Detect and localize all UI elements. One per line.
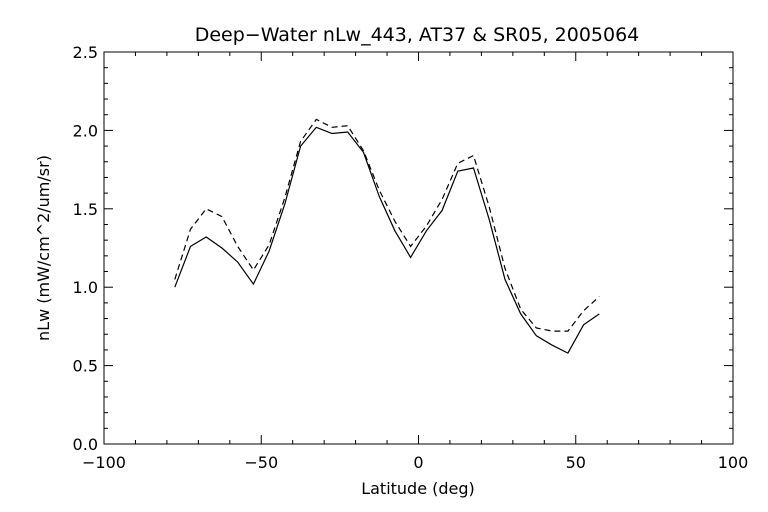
y-tick-label: 0.0	[73, 435, 98, 454]
solid-series-line	[174, 126, 600, 354]
x-tick-label: −100	[82, 453, 126, 472]
x-tick-label: 50	[566, 453, 586, 472]
x-tick-label: 100	[718, 453, 749, 472]
series-layer	[174, 118, 600, 354]
y-tick-label: 2.5	[73, 43, 98, 62]
axis-ticks: −100 −50 0 50 100 0.0 0.5 1.0 1.5 2.0 2.5	[73, 43, 749, 472]
x-tick-label: 0	[413, 453, 423, 472]
y-tick-label: 1.5	[73, 200, 98, 219]
chart-title: Deep−Water nLw_443, AT37 & SR05, 2005064	[195, 24, 640, 46]
dashed-series-line	[174, 118, 600, 332]
y-tick-label: 0.5	[73, 357, 98, 376]
x-axis-label: Latitude (deg)	[361, 479, 475, 498]
x-tick-label: −50	[244, 453, 278, 472]
plot-frame	[103, 51, 734, 445]
y-tick-label: 1.0	[73, 278, 98, 297]
y-tick-label: 2.0	[73, 121, 98, 140]
y-axis-label: nLw (mW/cm^2/um/sr)	[34, 155, 53, 341]
